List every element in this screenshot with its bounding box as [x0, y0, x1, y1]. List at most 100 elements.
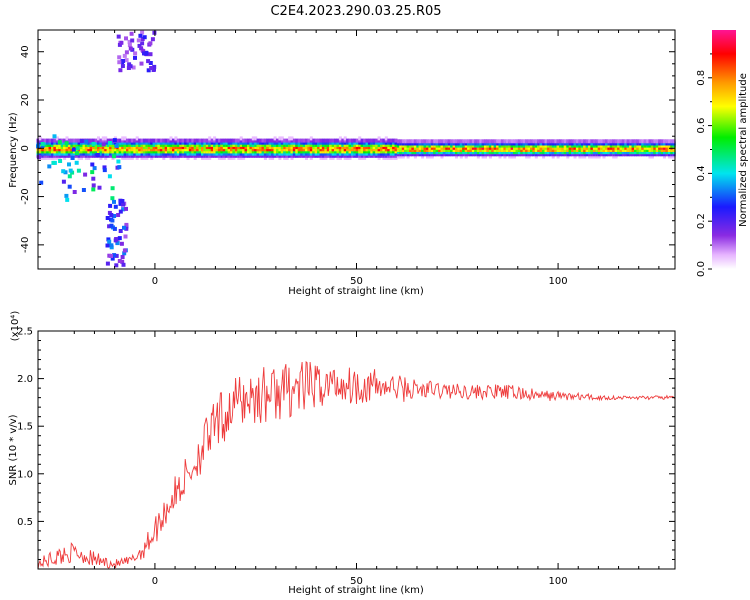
spectrogram-cell-2240 — [112, 253, 117, 258]
spectrogram-cell-2277 — [127, 43, 132, 48]
spectrogram-cell-2025 — [634, 150, 637, 155]
spectrogram-cell-1359 — [416, 150, 420, 155]
spectrogram-cell-2080 — [650, 141, 654, 146]
snr-marks — [37, 360, 676, 570]
spectrogram-cell-187 — [87, 151, 91, 156]
spectrogram-cell-1639 — [508, 152, 512, 157]
spectrogram-cell-985 — [309, 149, 313, 154]
spectrogram-cell-175 — [82, 138, 86, 143]
spectrogram-cell-848 — [271, 145, 275, 150]
spectrogram-cell-581 — [196, 140, 200, 145]
spectrogram-cell-1949 — [607, 143, 611, 148]
spectrogram-cell-1764 — [549, 152, 553, 157]
spectrogram-cell-1500 — [462, 148, 466, 152]
spectrogram-cell-360 — [135, 155, 139, 160]
spectrogram-cell-885 — [280, 140, 284, 145]
spectrogram-cell-1632 — [505, 150, 509, 155]
spectrogram-cell-1074 — [334, 142, 337, 147]
spectrogram-cell-469 — [164, 140, 168, 145]
spectrogram-cell-727 — [237, 147, 241, 152]
spectrogram-cell-2218 — [114, 253, 119, 258]
spectrogram-cell-1494 — [459, 145, 463, 150]
spectrogram-cell-1940 — [605, 148, 608, 152]
spectrogram-cell-1133 — [351, 151, 354, 156]
spectrogram-cell-202 — [92, 153, 96, 158]
spectrogram-cell-429 — [152, 138, 156, 143]
spectrogram-cell-44 — [46, 138, 50, 143]
spectrogram-cell-607 — [203, 140, 207, 145]
spectrogram-cell-556 — [188, 140, 192, 145]
spectrogram-cell-2009 — [626, 139, 630, 144]
spectrogram-cell-115 — [65, 138, 69, 143]
spectrogram-cell-1298 — [396, 152, 400, 157]
spectrogram-cell-1642 — [508, 145, 512, 150]
spectrogram-cell-911 — [288, 142, 292, 147]
spectrogram-cell-427 — [152, 142, 156, 147]
spectrogram-xlabel: Height of straight line (km) — [288, 286, 424, 297]
spectrogram-cell-1879 — [585, 145, 589, 150]
spectrogram-cell-358 — [133, 140, 137, 145]
spectrogram-cell-2000 — [624, 143, 628, 148]
spectrogram-cell-2247 — [122, 225, 126, 230]
spectrogram-cell-352 — [133, 153, 137, 158]
spectrogram-cell-1024 — [319, 138, 323, 143]
spectrogram-cell-866 — [276, 142, 279, 147]
spectrogram-cell-1727 — [534, 139, 538, 144]
spectrogram-cell-1453 — [445, 139, 449, 144]
spectrogram-cell-478 — [167, 138, 171, 143]
spectrogram-cell-138 — [72, 145, 76, 150]
spectrogram-cell-275 — [111, 147, 115, 152]
spectrogram-cell-420 — [150, 140, 154, 145]
spectrogram-cell-1236 — [380, 149, 383, 154]
spectrogram-cell-1058 — [329, 140, 333, 145]
spectrogram-cell-1979 — [617, 143, 621, 148]
spectrogram-cell-201 — [89, 138, 93, 143]
spectrogram-cell-2169 — [67, 174, 72, 179]
spectrogram-cell-702 — [230, 145, 233, 150]
spectrogram-cell-342 — [128, 138, 132, 143]
spectrogram-cell-1127 — [348, 147, 352, 152]
spectrogram-cell-867 — [276, 140, 279, 145]
spectrogram-cell-428 — [152, 140, 156, 145]
spectrogram-cell-1964 — [612, 143, 616, 148]
spectrogram-cell-132 — [70, 140, 74, 145]
spectrogram-cell-520 — [179, 147, 183, 152]
spectrogram-cell-1601 — [496, 152, 500, 157]
spectrogram-cell-164 — [80, 145, 83, 150]
spectrogram-cell-1760 — [546, 145, 550, 150]
spectrogram-cell-1325 — [404, 143, 408, 148]
spectrogram-cell-560 — [191, 149, 195, 154]
spectrogram-cell-1748 — [542, 141, 546, 146]
spectrogram-cell-1725 — [534, 143, 538, 148]
spectrogram-cell-204 — [92, 149, 96, 154]
spectrogram-cell-670 — [220, 138, 224, 143]
spectrogram-cell-1402 — [428, 139, 432, 144]
spectrogram-cell-1638 — [508, 154, 512, 159]
spectrogram-cell-856 — [273, 145, 277, 150]
spectrogram-cell-562 — [191, 145, 195, 150]
spectrogram-cell-2158 — [76, 168, 81, 173]
spectrogram-cell-87 — [58, 145, 62, 150]
spectrogram-cell-558 — [191, 153, 195, 158]
spectrogram-cell-628 — [210, 153, 214, 158]
spectrogram-cell-1303 — [396, 141, 400, 146]
spectrogram-cell-468 — [164, 142, 168, 147]
spectrogram-cell-47 — [48, 151, 52, 156]
spectrogram-cell-671 — [222, 155, 226, 160]
spectrogram-cell-1442 — [442, 148, 446, 152]
spectrogram-cell-748 — [242, 142, 246, 147]
spectrogram-cell-808 — [259, 138, 262, 143]
spectrogram-cell-897 — [285, 155, 289, 160]
spectrogram-cell-714 — [232, 138, 236, 143]
spectrogram-cell-923 — [290, 138, 294, 143]
spectrogram-cell-1782 — [554, 145, 558, 150]
spectrogram-cell-1473 — [452, 141, 456, 146]
spectrogram-cell-1033 — [321, 138, 325, 143]
spectrogram-cell-644 — [213, 136, 217, 141]
spectrogram-cell-2123 — [665, 141, 669, 146]
spectrogram-cell-1426 — [438, 150, 442, 155]
spectrogram-cell-302 — [118, 142, 122, 147]
spectrogram-cell-1087 — [338, 153, 342, 158]
spectrogram-cell-1845 — [575, 152, 579, 157]
spectrogram-cell-981 — [307, 138, 311, 143]
